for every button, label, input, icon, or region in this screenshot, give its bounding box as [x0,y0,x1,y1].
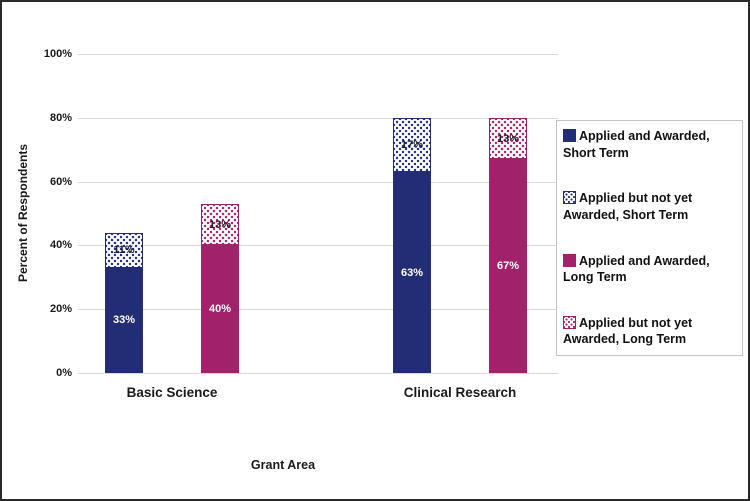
gridline [78,309,558,311]
legend-item: Applied but not yet Awarded, Long Term [563,315,734,348]
bar-value-label: 17% [400,138,424,151]
gridline [78,117,558,119]
bar-value-label: 33% [112,314,136,327]
bar-segment-solid [489,159,527,373]
legend-item: Applied and Awarded, Long Term [563,253,734,286]
y-tick-label: 0% [56,367,72,379]
gridline [78,373,558,374]
bar-segment-dotted [105,232,143,268]
legend-swatch-dotted-navy-icon [563,191,576,205]
legend-swatch-solid-navy-icon [563,129,576,142]
bar-segment-dotted [201,203,239,246]
bar-segment-solid [201,245,239,373]
x-axis-title: Grant Area [250,458,316,472]
bar-segment-solid [105,267,143,373]
legend-label: Applied and Awarded, Short Term [563,129,710,160]
y-tick-label: 60% [49,175,72,188]
bar-value-label: 40% [208,303,232,316]
gridline [78,54,558,55]
bar-value-label: 11% [113,244,135,257]
category-label: Clinical Research [403,385,517,400]
category-label: Basic Science [126,385,218,400]
gridline [78,181,558,183]
y-tick-label: 40% [49,239,72,252]
bar-segment-solid [393,172,431,373]
bar-segment-dotted [489,117,527,160]
bar-value-label: 63% [400,266,424,279]
legend-label: Applied but not yet Awarded, Short Term [563,191,693,222]
legend-swatch-dotted-magenta-icon [563,315,576,329]
gridline [78,245,558,247]
bar-value-label: 13% [208,218,232,231]
bar-value-label: 67% [496,260,520,273]
legend-label: Applied and Awarded, Long Term [563,253,710,285]
legend-label: Applied but not yet Awarded, Long Term [563,315,693,347]
legend-item: Applied and Awarded, Short Term [563,128,734,161]
legend: Applied and Awarded, Short Term Applied … [556,120,743,356]
bar-value-label: 13% [496,132,520,145]
bar-segment-dotted [393,117,431,173]
legend-item: Applied but not yet Awarded, Short Term [563,190,734,223]
y-tick-label: 20% [49,303,72,316]
y-axis-title: Percent of Respondents [16,143,30,283]
y-tick-label: 80% [49,111,72,124]
legend-swatch-solid-magenta-icon [563,253,576,267]
y-tick-label: 100% [43,48,72,60]
